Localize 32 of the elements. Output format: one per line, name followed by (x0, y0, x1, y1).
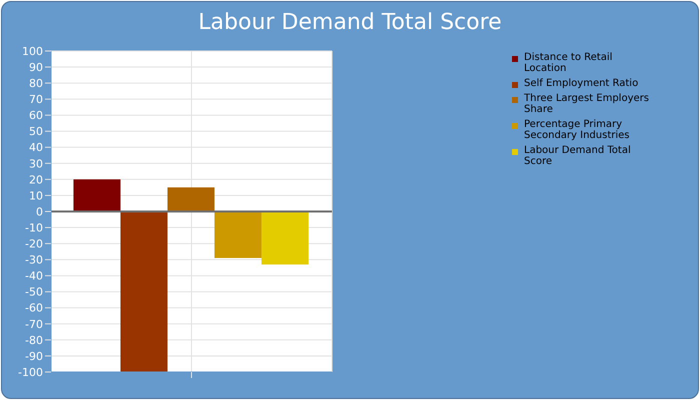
y-tick-label: 70 (29, 93, 43, 106)
y-tick-label: -70 (25, 318, 43, 331)
y-tick-label: -60 (25, 302, 43, 315)
y-tick-label: -40 (25, 270, 43, 283)
y-tick-label: 60 (29, 109, 43, 122)
y-tick-label: -80 (25, 334, 43, 347)
y-tick-label: -100 (18, 366, 43, 379)
y-tick-label: 10 (29, 189, 43, 202)
chart-title: Labour Demand Total Score (197, 10, 503, 35)
legend-label: Percentage Primary Secondary Industries (524, 119, 630, 141)
y-tick-label: 80 (29, 77, 43, 90)
legend-label: Three Largest Employers Share (524, 93, 650, 115)
legend-label: Self Employment Ratio (524, 78, 640, 89)
y-tick-label: -10 (25, 221, 43, 234)
y-tick-label: -50 (25, 286, 43, 299)
y-tick-label: -90 (25, 350, 43, 363)
legend-label: Labour Demand Total Score (524, 145, 632, 167)
y-tick-label: 20 (29, 173, 43, 186)
bar (73, 179, 120, 212)
bar (167, 187, 214, 212)
y-tick-label: 90 (29, 60, 43, 74)
y-tick-label: -30 (25, 254, 43, 267)
bar (261, 212, 308, 264)
y-tick-label: -20 (25, 238, 43, 251)
y-tick-label: 0 (36, 205, 43, 218)
bar (120, 212, 168, 372)
y-tick-label: 40 (29, 141, 43, 154)
y-tick-label: 30 (29, 157, 43, 170)
y-tick-label: 50 (29, 125, 43, 138)
legend-label: Distance to Retail Location (524, 52, 614, 74)
y-tick-label: 100 (22, 44, 43, 58)
bar (214, 212, 262, 258)
